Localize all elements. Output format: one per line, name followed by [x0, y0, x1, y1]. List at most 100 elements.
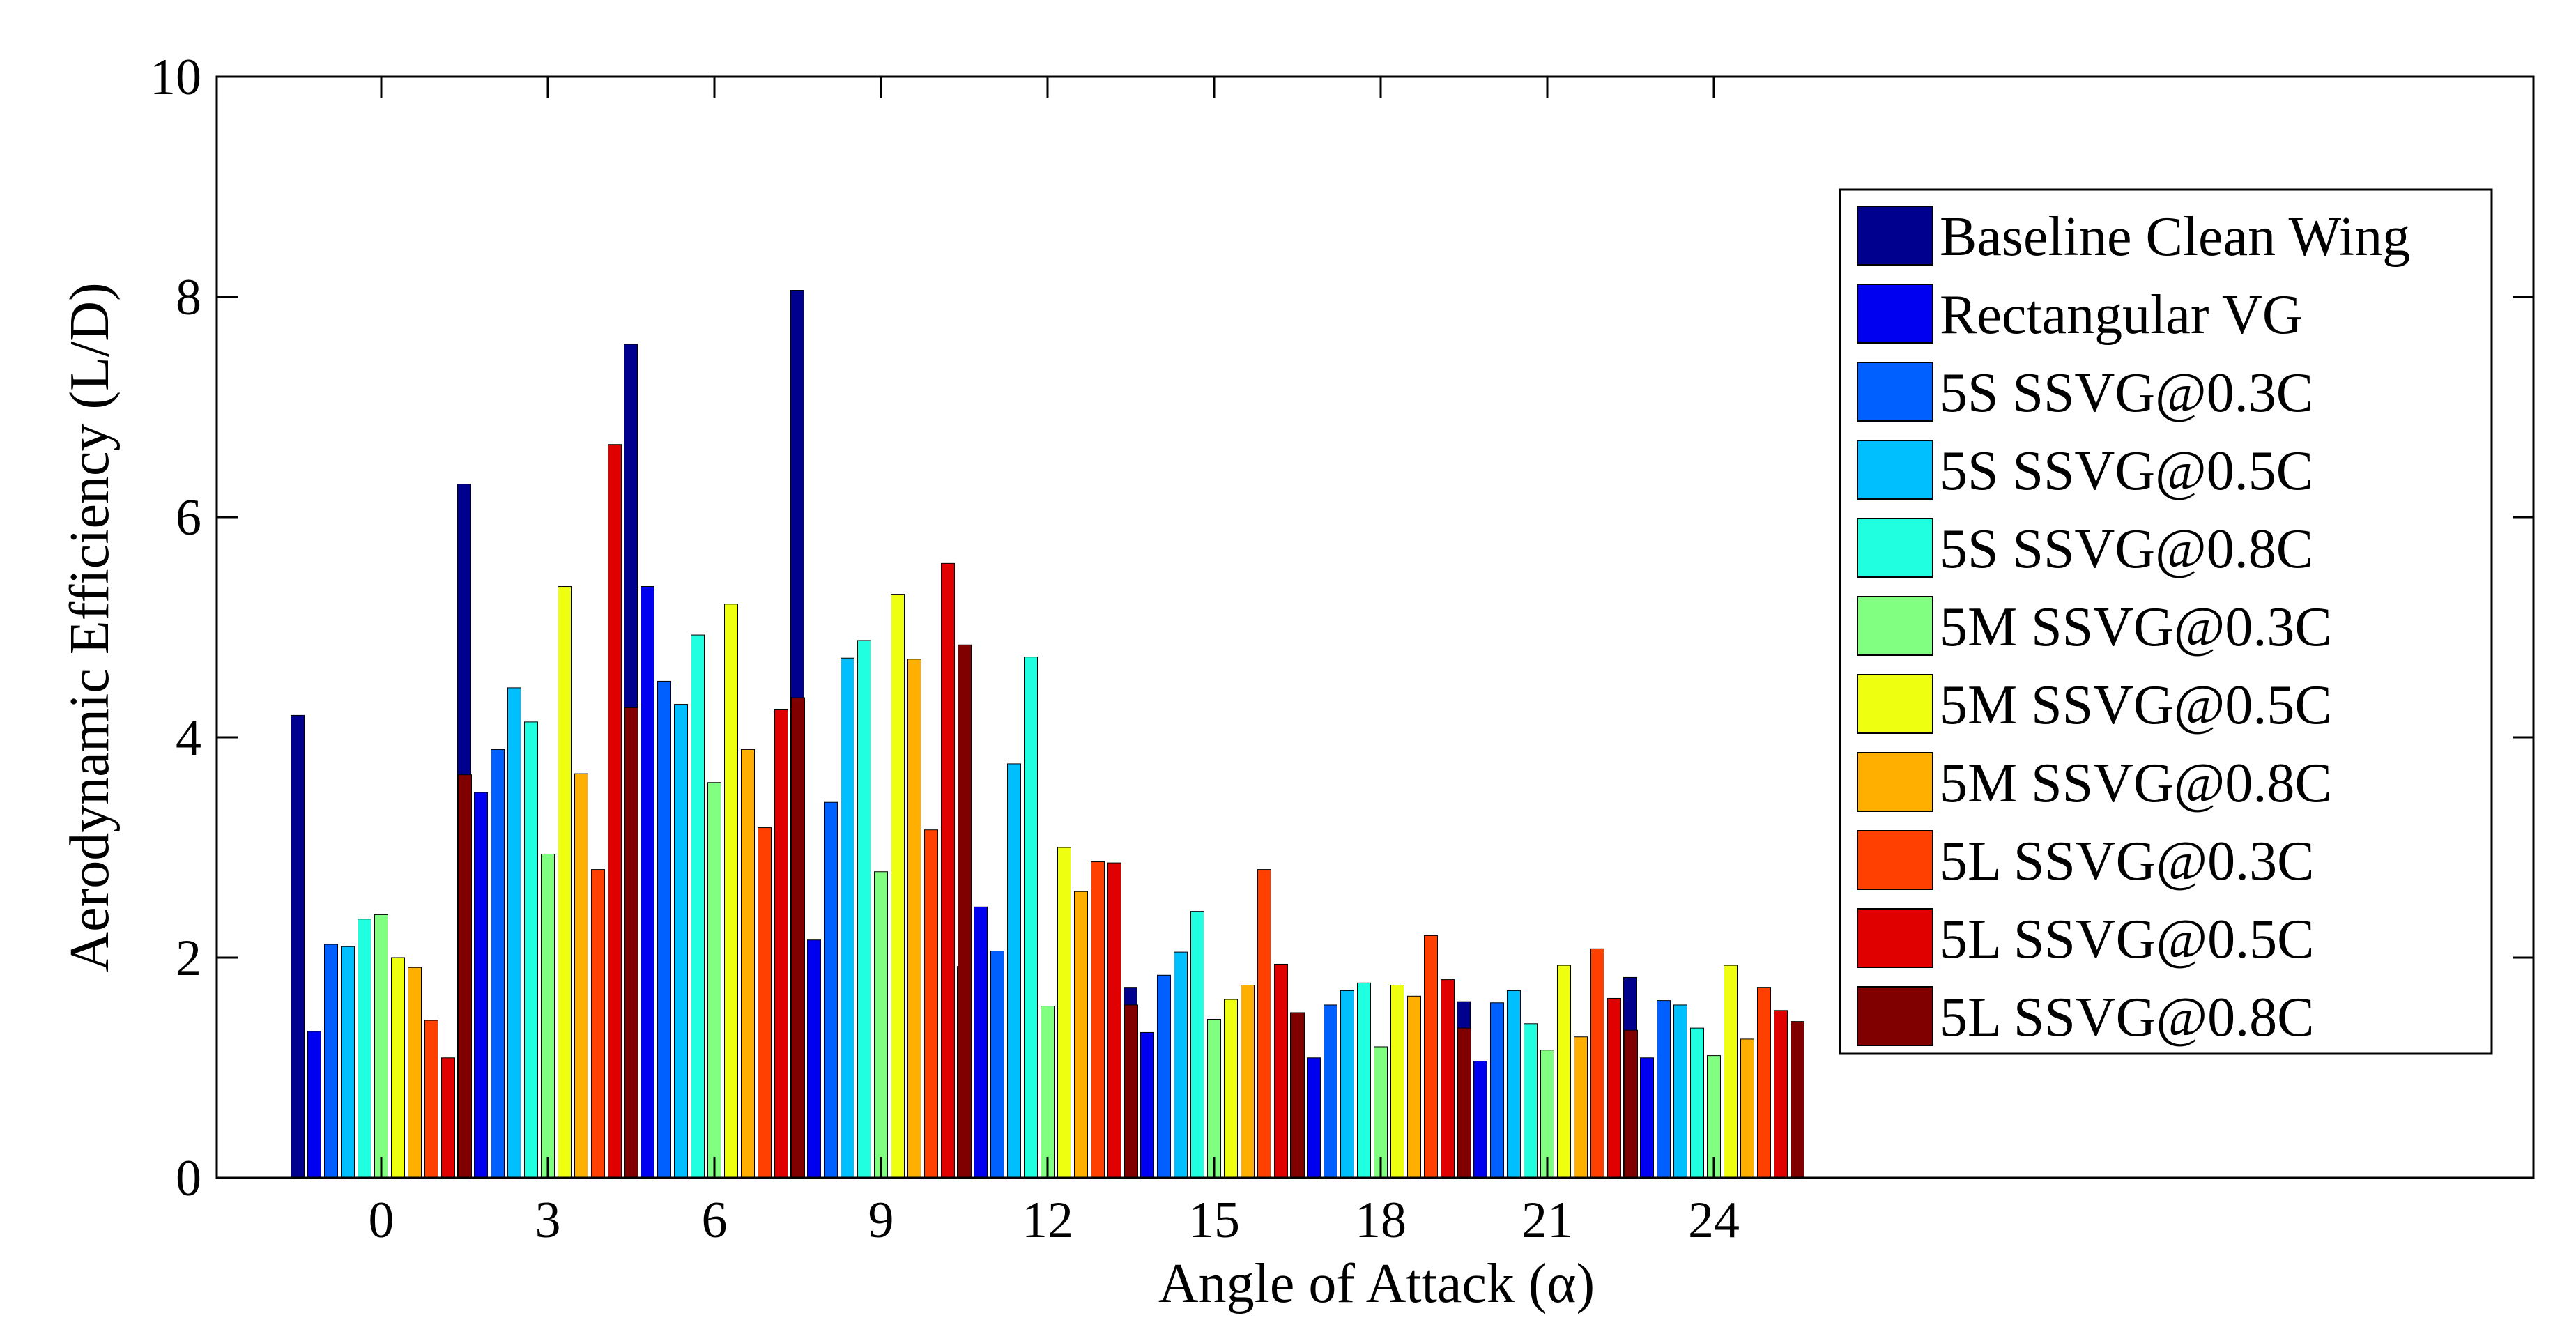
bar — [1041, 1006, 1055, 1179]
bar — [1490, 1002, 1504, 1179]
legend-label: 5S SSVG@0.5C — [1940, 440, 2313, 502]
bar — [741, 749, 755, 1179]
bar — [307, 1031, 321, 1179]
bar — [541, 853, 555, 1179]
legend-label: 5M SSVG@0.8C — [1940, 753, 2332, 814]
legend-label: 5M SSVG@0.3C — [1940, 597, 2332, 658]
bar — [1574, 1036, 1588, 1179]
legend-swatch — [1857, 206, 1933, 266]
x-tick-label: 3 — [535, 1192, 561, 1249]
bar — [1140, 1031, 1154, 1179]
bar — [958, 644, 972, 1179]
bar — [641, 586, 654, 1179]
y-axis-label: Aerodynamic Efficiency (L/D) — [59, 282, 121, 972]
x-tick-label: 0 — [369, 1192, 394, 1249]
x-axis-label: Angle of Attack (α) — [1158, 1253, 1595, 1314]
bar — [1557, 965, 1571, 1179]
bar — [1640, 1057, 1654, 1179]
legend-label: Baseline Clean Wing — [1940, 206, 2410, 268]
legend-label: 5L SSVG@0.8C — [1940, 987, 2314, 1048]
x-tick-label: 9 — [868, 1192, 894, 1249]
bar — [1274, 963, 1288, 1179]
bar — [758, 827, 772, 1179]
bar — [1624, 1029, 1638, 1179]
bar — [791, 697, 805, 1179]
legend: Baseline Clean Wing Rectangular VG 5S SSVG… — [1839, 188, 2493, 1055]
bar — [458, 774, 472, 1179]
bar — [291, 714, 305, 1179]
bar — [1590, 948, 1604, 1179]
bar — [657, 680, 671, 1179]
bar — [891, 594, 905, 1179]
bar — [824, 801, 838, 1179]
bar — [374, 914, 388, 1179]
bar — [1291, 1012, 1305, 1179]
bar — [1740, 1038, 1754, 1179]
bar — [807, 939, 821, 1179]
bar — [1757, 987, 1771, 1179]
bar — [1091, 861, 1105, 1179]
bar — [391, 957, 405, 1179]
bar — [941, 562, 955, 1179]
legend-label: 5S SSVG@0.8C — [1940, 519, 2313, 580]
legend-swatch — [1857, 596, 1933, 656]
bar — [691, 634, 705, 1179]
bar — [591, 869, 605, 1179]
bar — [707, 782, 721, 1179]
legend-swatch — [1857, 518, 1933, 578]
bar — [624, 707, 638, 1179]
bar — [558, 586, 572, 1179]
legend-label: 5L SSVG@0.5C — [1940, 909, 2314, 970]
bar — [1791, 1021, 1804, 1179]
x-tick-label: 12 — [1022, 1192, 1073, 1249]
x-tick-label: 21 — [1521, 1192, 1573, 1249]
bar — [907, 659, 921, 1179]
y-tick-label: 10 — [150, 49, 201, 106]
bar — [724, 604, 738, 1179]
bar — [874, 871, 888, 1179]
bar — [1074, 891, 1088, 1179]
bar — [1157, 974, 1171, 1179]
bar — [1124, 1004, 1138, 1179]
legend-label: 5S SSVG@0.3C — [1940, 362, 2313, 424]
x-tick-label: 6 — [702, 1192, 728, 1249]
bar — [1307, 1057, 1321, 1179]
y-tick-label: 0 — [176, 1150, 201, 1207]
y-tick-label: 4 — [176, 709, 201, 767]
bar — [1390, 985, 1404, 1179]
bar — [608, 444, 622, 1179]
y-tick-label: 6 — [176, 489, 201, 546]
y-axis: 0 2 4 6 8 10 — [150, 49, 2533, 1207]
bar — [1774, 1010, 1788, 1179]
legend-swatch — [1857, 830, 1933, 890]
x-tick-label: 18 — [1355, 1192, 1406, 1249]
x-tick-label: 15 — [1188, 1192, 1240, 1249]
bar — [674, 704, 688, 1179]
bar — [1657, 1000, 1671, 1179]
bar — [1407, 995, 1421, 1179]
bar — [924, 829, 938, 1179]
legend-label: 5M SSVG@0.5C — [1940, 675, 2332, 736]
bar — [1340, 990, 1354, 1179]
bar — [1507, 990, 1521, 1179]
bar — [1207, 1018, 1221, 1179]
legend-swatch — [1857, 752, 1933, 812]
legend-label: Rectangular VG — [1940, 284, 2303, 346]
bar — [1257, 869, 1271, 1179]
bar — [1190, 911, 1204, 1179]
bar — [1007, 763, 1021, 1179]
bar — [1024, 657, 1038, 1179]
x-tick-label: 24 — [1688, 1192, 1740, 1249]
x-axis: 0 3 6 9 12 15 18 21 24 — [369, 77, 1740, 1249]
bar — [324, 944, 338, 1179]
bar — [841, 657, 854, 1179]
bar — [524, 721, 538, 1179]
bar — [474, 792, 488, 1179]
legend-box — [1839, 188, 2493, 1055]
y-tick-label: 8 — [176, 269, 201, 326]
bar — [358, 919, 371, 1179]
plot-area-border — [215, 75, 2535, 1179]
y-tick-label: 2 — [176, 930, 201, 987]
bar — [857, 640, 871, 1179]
